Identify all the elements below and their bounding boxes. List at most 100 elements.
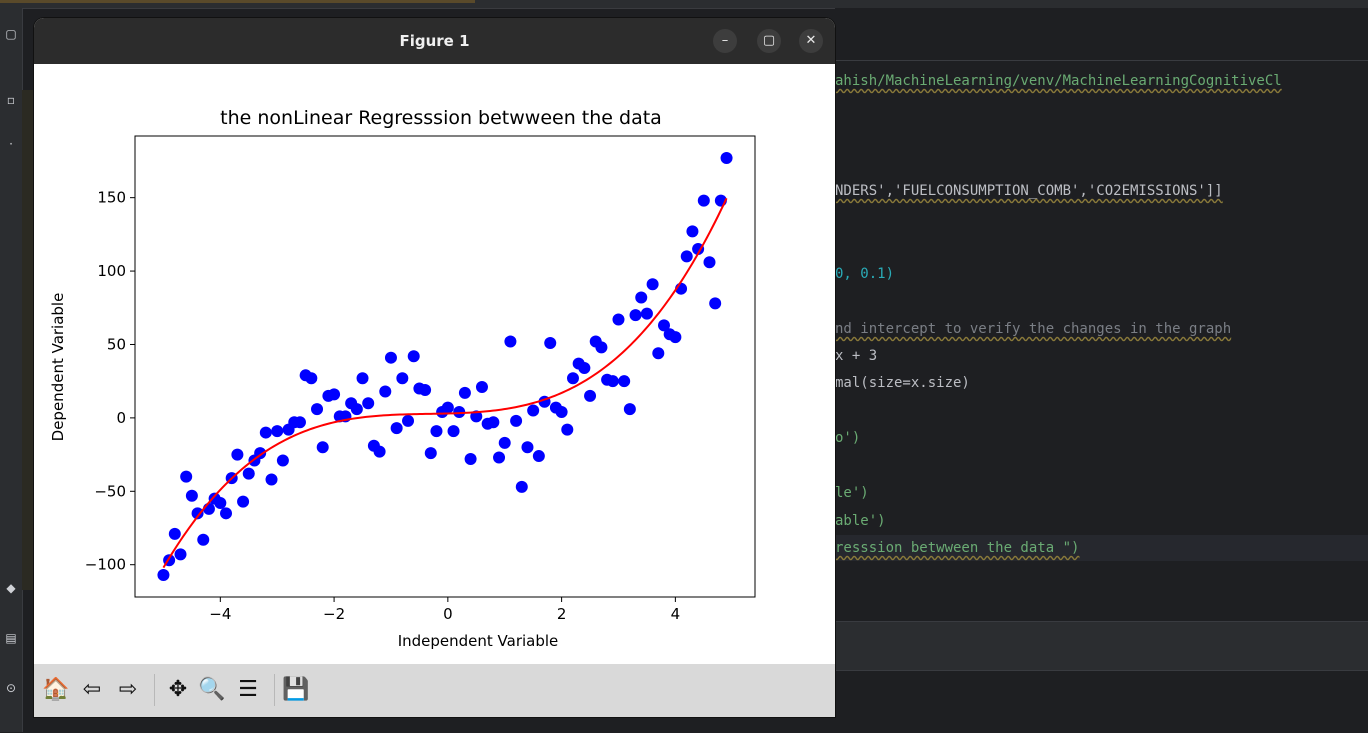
data-point <box>584 389 597 402</box>
data-point <box>384 351 397 364</box>
data-point <box>612 313 625 326</box>
window-title: Figure 1 <box>399 32 470 50</box>
x-axis: −4 −2 0 2 4 <box>209 597 680 623</box>
data-point <box>669 331 682 344</box>
x-tick-label: 4 <box>671 605 681 623</box>
code-line[interactable]: able') <box>835 513 886 529</box>
x-tick-label: 0 <box>443 605 453 623</box>
run-output-area <box>835 670 1368 733</box>
data-point <box>521 441 534 454</box>
y-tick-label: 100 <box>97 262 126 280</box>
y-axis-label: Dependent Variable <box>49 293 67 442</box>
data-point <box>686 225 699 238</box>
data-point <box>475 381 488 394</box>
chart-title: the nonLinear Regresssion betwween the d… <box>220 107 662 129</box>
data-point <box>259 426 272 439</box>
top-accent <box>0 0 475 3</box>
tool-window-panel <box>835 621 1368 670</box>
more-tools-icon[interactable]: · <box>9 137 13 151</box>
data-point <box>396 372 409 385</box>
data-point <box>487 416 500 429</box>
plot-canvas[interactable]: the nonLinear Regresssion betwween the d… <box>34 64 835 664</box>
data-point <box>276 454 289 467</box>
data-point <box>293 416 306 429</box>
toolbar-separator <box>154 674 155 706</box>
data-point <box>407 350 420 363</box>
code-line[interactable]: x + 3 <box>835 348 878 364</box>
data-points <box>157 152 733 581</box>
y-tick-label: 50 <box>107 335 126 353</box>
data-point <box>544 337 557 350</box>
data-point <box>515 480 528 493</box>
data-point <box>561 423 574 436</box>
code-line[interactable]: mal(size=x.size) <box>835 375 970 391</box>
code-line[interactable]: resssion betwween the data ") <box>835 540 1080 556</box>
data-point <box>373 445 386 458</box>
code-editor[interactable]: ahish/MachineLearning/venv/MachineLearni… <box>835 8 1368 733</box>
home-icon[interactable]: 🏠 <box>42 677 70 702</box>
data-point <box>555 406 568 419</box>
x-tick-label: −2 <box>323 605 345 623</box>
data-point <box>629 309 642 322</box>
data-point <box>242 467 255 480</box>
x-tick-label: −4 <box>209 605 231 623</box>
code-line[interactable]: o') <box>835 430 861 446</box>
data-point <box>595 341 608 354</box>
data-point <box>709 297 722 310</box>
window-titlebar[interactable]: Figure 1 – ▢ ✕ <box>34 18 835 64</box>
code-line[interactable]: nd intercept to verify the changes in th… <box>835 321 1232 337</box>
data-point <box>305 372 318 385</box>
current-line-highlight <box>835 535 1368 561</box>
y-tick-label: 0 <box>116 409 126 427</box>
data-point <box>646 278 659 291</box>
data-point <box>566 372 579 385</box>
pan-icon[interactable]: ✥ <box>168 677 188 702</box>
data-point <box>214 497 227 510</box>
data-point <box>532 450 545 463</box>
data-point <box>180 470 193 483</box>
save-icon[interactable]: 💾 <box>282 677 310 702</box>
minimize-button[interactable]: – <box>713 29 737 53</box>
problems-icon[interactable]: ⊙ <box>5 681 17 695</box>
data-point <box>362 397 375 410</box>
data-point <box>697 194 710 207</box>
configure-subplots-icon[interactable]: ☰ <box>238 677 258 702</box>
ide-top-bar <box>0 0 1368 9</box>
data-point <box>197 533 210 546</box>
zoom-icon[interactable]: 🔍 <box>198 677 226 702</box>
project-tool-icon[interactable]: ▢ <box>5 27 17 41</box>
data-point <box>390 422 403 435</box>
data-point <box>441 401 454 414</box>
data-point <box>402 414 415 427</box>
close-button[interactable]: ✕ <box>799 29 823 53</box>
code-line[interactable]: le') <box>835 485 869 501</box>
data-point <box>157 568 170 581</box>
data-point <box>504 335 517 348</box>
data-point <box>220 507 233 520</box>
y-axis: −100 −50 0 50 100 150 <box>85 189 135 574</box>
python-packages-icon[interactable]: ◆ <box>6 581 16 595</box>
y-tick-label: −50 <box>94 482 126 500</box>
x-tick-label: 2 <box>557 605 567 623</box>
data-point <box>168 527 181 540</box>
data-point <box>453 406 466 419</box>
data-point <box>703 256 716 269</box>
back-icon[interactable]: ⇦ <box>82 677 102 702</box>
y-tick-label: 150 <box>97 189 126 207</box>
data-point <box>652 347 665 360</box>
data-point <box>419 383 432 396</box>
data-point <box>464 452 477 465</box>
data-point <box>680 250 693 263</box>
code-line[interactable]: 0, 0.1) <box>835 266 895 282</box>
x-axis-label: Independent Variable <box>398 632 559 650</box>
data-point <box>635 291 648 304</box>
data-point <box>623 403 636 416</box>
code-line[interactable]: NDERS','FUELCONSUMPTION_COMB','CO2EMISSI… <box>835 183 1223 199</box>
maximize-button[interactable]: ▢ <box>757 29 781 53</box>
data-point <box>316 441 329 454</box>
todo-icon[interactable]: ▤ <box>5 631 17 645</box>
structure-tool-icon[interactable]: ▫ <box>6 93 16 107</box>
data-point <box>379 385 392 398</box>
code-line[interactable]: ahish/MachineLearning/venv/MachineLearni… <box>835 73 1282 89</box>
forward-icon[interactable]: ⇨ <box>118 677 138 702</box>
